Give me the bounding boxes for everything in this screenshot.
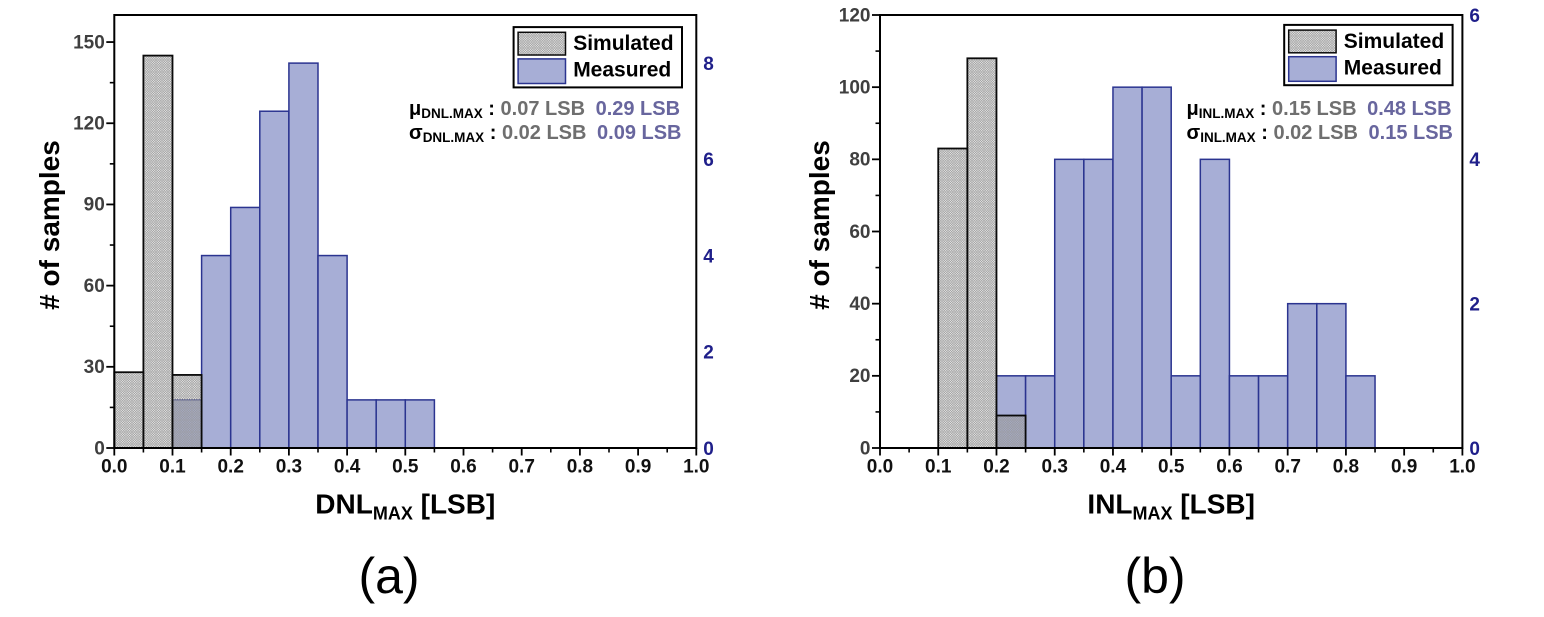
svg-text:0.3: 0.3 (1042, 456, 1068, 477)
svg-text:2: 2 (703, 343, 714, 364)
svg-text:90: 90 (84, 195, 105, 216)
svg-text:Measured: Measured (573, 59, 671, 82)
svg-text:120: 120 (839, 5, 871, 26)
svg-text:6: 6 (1469, 6, 1480, 27)
svg-text:0: 0 (703, 439, 714, 460)
svg-text:60: 60 (849, 222, 870, 243)
svg-text:0.9: 0.9 (625, 456, 651, 477)
svg-text:120: 120 (73, 114, 105, 135)
svg-text:0.5: 0.5 (1158, 456, 1185, 477)
svg-text:30: 30 (84, 357, 105, 378)
svg-text:0: 0 (94, 438, 105, 459)
svg-text:0.4: 0.4 (334, 456, 361, 477)
svg-text:100: 100 (839, 77, 871, 98)
svg-text:0.8: 0.8 (1333, 456, 1359, 477)
svg-text:6: 6 (703, 150, 714, 171)
svg-text:0.2: 0.2 (983, 456, 1009, 477)
svg-text:150: 150 (73, 32, 105, 53)
svg-text:0: 0 (860, 438, 871, 459)
svg-text:INLMAX [LSB]: INLMAX [LSB] (1087, 489, 1255, 524)
svg-text:0.5: 0.5 (392, 456, 419, 477)
svg-text:0: 0 (1469, 439, 1480, 460)
svg-text:0.2: 0.2 (217, 456, 243, 477)
svg-text:0.0: 0.0 (101, 456, 127, 477)
svg-text:# of samples: # of samples (804, 140, 835, 310)
svg-text:1.0: 1.0 (683, 456, 709, 477)
svg-text:0.6: 0.6 (1216, 456, 1242, 477)
svg-text:0.9: 0.9 (1391, 456, 1417, 477)
svg-text:0.4: 0.4 (1100, 456, 1127, 477)
svg-text:(b): (b) (1124, 548, 1185, 604)
svg-text:1.0: 1.0 (1449, 456, 1475, 477)
svg-text:2: 2 (1469, 294, 1480, 315)
svg-text:20: 20 (849, 366, 870, 387)
svg-text:DNLMAX [LSB]: DNLMAX [LSB] (315, 489, 495, 524)
svg-text:0.7: 0.7 (508, 456, 534, 477)
svg-text:0.6: 0.6 (450, 456, 476, 477)
svg-text:# of samples: # of samples (34, 140, 65, 310)
svg-text:0.3: 0.3 (276, 456, 302, 477)
svg-text:0.0: 0.0 (867, 456, 893, 477)
svg-text:80: 80 (849, 150, 870, 171)
svg-text:σINL.MAX : 0.02 LSB 0.15 LSB: σINL.MAX : 0.02 LSB 0.15 LSB (1187, 122, 1454, 145)
svg-text:0.1: 0.1 (925, 456, 952, 477)
svg-text:40: 40 (849, 294, 870, 315)
svg-text:0.1: 0.1 (159, 456, 186, 477)
svg-text:60: 60 (84, 276, 105, 297)
svg-text:8: 8 (703, 54, 714, 75)
svg-text:Measured: Measured (1344, 57, 1442, 80)
svg-text:0.7: 0.7 (1274, 456, 1300, 477)
svg-text:Simulated: Simulated (1344, 30, 1444, 53)
svg-text:μINL.MAX : 0.15 LSB 0.48 LSB: μINL.MAX : 0.15 LSB 0.48 LSB (1187, 98, 1452, 121)
svg-text:σDNL.MAX : 0.02 LSB 0.09 LSB: σDNL.MAX : 0.02 LSB 0.09 LSB (409, 122, 682, 145)
svg-text:4: 4 (703, 246, 714, 267)
svg-text:Simulated: Simulated (573, 32, 673, 55)
svg-text:0.8: 0.8 (567, 456, 593, 477)
svg-text:4: 4 (1469, 150, 1480, 171)
svg-text:(a): (a) (358, 548, 419, 604)
